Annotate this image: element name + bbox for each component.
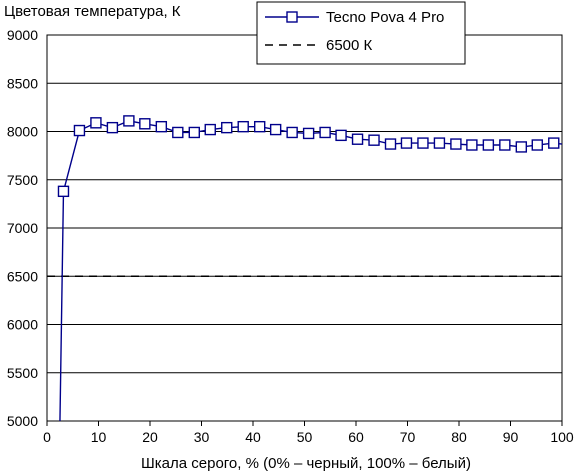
x-tick-label: 0	[43, 429, 51, 445]
y-axis-title: Цветовая температура, К	[4, 3, 181, 20]
data-point-marker	[139, 118, 151, 130]
y-tick-label: 7500	[7, 172, 38, 188]
data-point-marker	[417, 137, 429, 149]
data-point-marker	[172, 126, 184, 139]
data-point-marker	[450, 138, 462, 150]
data-point-marker	[57, 185, 70, 198]
data-point-marker	[302, 127, 315, 140]
data-point-marker	[188, 126, 200, 139]
data-point-marker	[106, 121, 119, 134]
grid	[46, 34, 563, 426]
x-tick-label: 80	[451, 429, 467, 445]
x-tick-label: 70	[400, 429, 416, 445]
data-point-marker	[286, 126, 298, 139]
y-tick-labels: 5000 5500 6000 6500 7000 7500 8000 8500 9000	[7, 27, 38, 429]
x-tick-label: 40	[245, 429, 261, 445]
x-tick-label: 10	[91, 429, 107, 445]
data-point-marker	[90, 117, 102, 129]
data-point-marker	[515, 141, 528, 153]
data-point-marker	[351, 133, 364, 145]
y-tick-label: 5500	[7, 365, 38, 381]
data-point-marker	[237, 120, 249, 133]
x-tick-labels: 0 10 20 30 40 50 60 70 80 90 100	[43, 429, 574, 445]
data-point-marker	[548, 137, 560, 149]
y-tick-label: 8000	[7, 124, 38, 140]
data-point-marker	[73, 124, 86, 137]
data-point-marker	[204, 123, 216, 136]
x-tick-label: 20	[142, 429, 158, 445]
x-tick-label: 100	[550, 429, 574, 445]
legend: Tecno Pova 4 Pro 6500 К	[256, 1, 466, 65]
y-tick-label: 6000	[7, 317, 38, 333]
x-axis-title: Шкала серого, % (0% – черный, 100% – бел…	[141, 455, 471, 471]
data-point-marker	[221, 121, 233, 134]
data-point-marker	[368, 134, 380, 146]
data-point-marker	[482, 139, 495, 151]
y-tick-label: 5000	[7, 413, 38, 429]
x-tick-label: 90	[503, 429, 519, 445]
x-tick-label: 30	[194, 429, 210, 445]
y-tick-label: 8500	[7, 75, 38, 91]
data-point-marker	[499, 139, 511, 151]
data-point-marker	[466, 139, 478, 151]
data-point-marker	[433, 137, 446, 149]
series-layer	[47, 115, 562, 421]
data-point-marker	[400, 137, 413, 149]
x-tick-label: 60	[348, 429, 364, 445]
data-point-marker	[531, 139, 543, 151]
data-point-marker	[269, 123, 282, 136]
legend-marker-tecno	[286, 11, 298, 23]
legend-box	[256, 1, 466, 65]
series-tecno-line	[59, 120, 562, 421]
legend-label-tecno: Tecno Pova 4 Pro	[326, 9, 444, 26]
data-point-marker	[319, 126, 331, 139]
y-tick-label: 6500	[7, 268, 38, 284]
data-point-marker	[123, 115, 135, 127]
y-tick-label: 7000	[7, 220, 38, 236]
x-tick-label: 50	[297, 429, 313, 445]
y-tick-label: 9000	[7, 27, 38, 43]
data-point-marker	[335, 129, 347, 142]
legend-label-6500k: 6500 К	[326, 37, 373, 54]
data-point-marker	[253, 120, 266, 133]
data-point-marker	[384, 138, 397, 150]
data-point-marker	[155, 120, 168, 133]
